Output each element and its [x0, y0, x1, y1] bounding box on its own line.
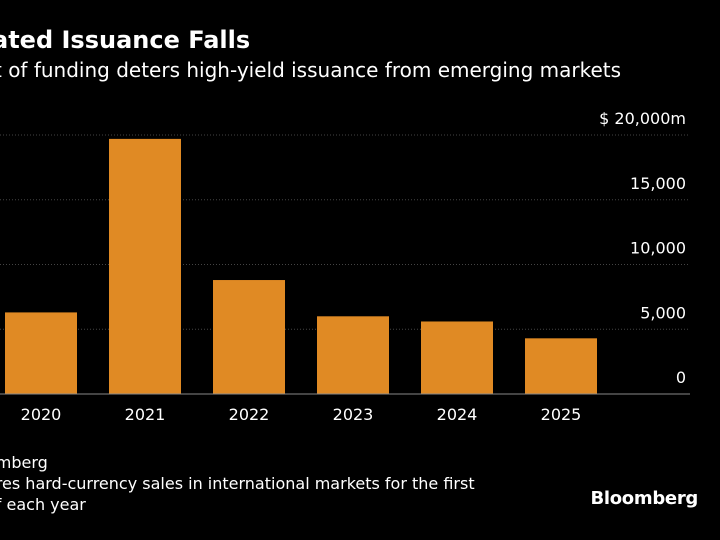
- chart-notes: omberg ares hard-currency sales in inter…: [0, 452, 475, 515]
- x-tick-label: 2025: [541, 405, 582, 424]
- y-axis-ticks: 0 5,000 10,000 15,000 $ 20,000m: [599, 109, 686, 387]
- x-tick-label: 2020: [21, 405, 62, 424]
- x-axis-ticks: 2020 2021 2022 2023 2024 2025: [21, 405, 582, 424]
- bar-2025: [525, 338, 597, 394]
- y-tick-label: 10,000: [630, 239, 686, 258]
- x-tick-label: 2021: [125, 405, 166, 424]
- bars: [0, 138, 690, 395]
- bar-2023: [317, 316, 389, 394]
- y-tick-label: $ 20,000m: [599, 109, 686, 128]
- x-tick-label: 2024: [437, 405, 478, 424]
- note-line-1: ares hard-currency sales in internationa…: [0, 474, 475, 493]
- gridlines: [0, 134, 690, 330]
- bar-2020: [5, 312, 77, 394]
- chart-title: ated Issuance Falls: [0, 26, 251, 54]
- note-line-2: of each year: [0, 495, 86, 514]
- x-tick-label: 2023: [333, 405, 374, 424]
- y-tick-label: 0: [676, 368, 686, 387]
- bloomberg-logo: Bloomberg: [590, 488, 698, 509]
- bar-2021: [109, 138, 181, 394]
- x-tick-label: 2022: [229, 405, 270, 424]
- source-note: omberg: [0, 453, 48, 472]
- y-tick-label: 5,000: [640, 303, 686, 322]
- bar-2024: [421, 321, 493, 394]
- y-tick-label: 15,000: [630, 174, 686, 193]
- chart-subtitle: t of funding deters high-yield issuance …: [0, 58, 622, 82]
- bar-2022: [213, 280, 285, 394]
